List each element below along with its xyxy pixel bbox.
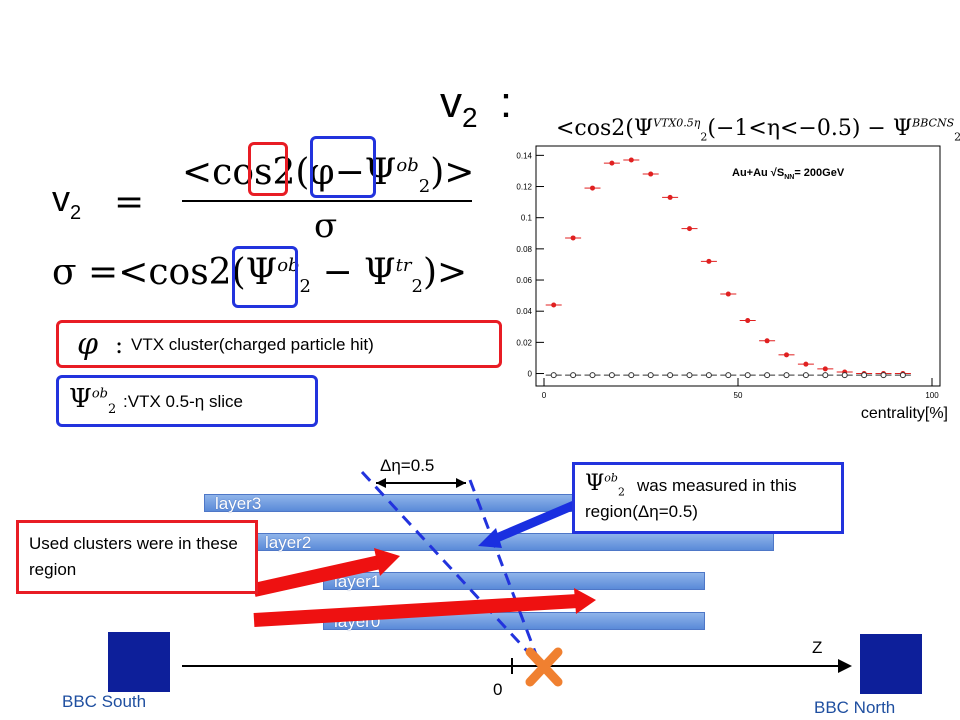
layer1-bar: layer1 [323, 572, 705, 591]
data-point-series-1 [628, 372, 635, 379]
slide-title: v2 : [440, 78, 513, 133]
data-point-series-1 [647, 372, 654, 379]
slice-boundary-left [360, 470, 542, 667]
y-tick-label: 0 [528, 370, 533, 379]
data-point-series-0 [745, 318, 751, 324]
collision-vertex-cross [525, 647, 563, 687]
psi-legend-box: Ψob2 :VTX 0.5-η slice [56, 375, 318, 427]
y-tick-label: 0.1 [521, 214, 533, 223]
data-point-series-1 [550, 372, 557, 379]
psi-highlight-box [310, 136, 376, 198]
data-point-series-0 [784, 352, 789, 358]
data-point-series-1 [686, 372, 693, 379]
y-tick-label: 0.14 [516, 151, 532, 160]
data-point-series-0 [764, 338, 770, 344]
plot-title: <cos2(ΨVTX0.5η2(−1<η<−0.5) − ΨBBCNS2)> [556, 116, 960, 144]
diagram-overlay [182, 470, 852, 687]
y-tick-label: 0.06 [516, 276, 532, 285]
data-point-series-0 [609, 160, 615, 166]
bbc-north-label: BBC North [814, 698, 896, 717]
psi-measured-callout: Ψob2 was measured in this region(Δη=0.5) [572, 462, 844, 534]
data-point-series-0 [628, 157, 634, 163]
plot-frame [535, 145, 941, 387]
x-tick-label: 0 [542, 391, 547, 400]
x-tick-label: 50 [734, 391, 743, 400]
z-axis-label: Z [812, 638, 823, 657]
data-point-series-0 [551, 302, 557, 308]
data-point-series-0 [687, 226, 692, 232]
data-point-series-0 [725, 291, 731, 297]
data-point-series-1 [705, 372, 712, 379]
data-point-series-0 [570, 235, 576, 241]
psi-ob-highlight-box [232, 246, 298, 308]
data-point-series-1 [783, 372, 790, 379]
data-point-series-1 [725, 372, 732, 379]
data-point-series-0 [803, 361, 809, 367]
phi-highlight-box [248, 142, 288, 196]
data-point-series-1 [608, 372, 615, 379]
data-point-series-0 [590, 185, 595, 191]
x-tick-label: 100 [925, 391, 939, 400]
data-point-series-1 [589, 372, 596, 379]
y-tick-label: 0.08 [516, 245, 532, 254]
data-point-series-1 [841, 372, 848, 379]
data-point-series-1 [861, 372, 868, 379]
bbc-north-detector [860, 634, 922, 694]
sigma-equation: σ =<cos2(Ψob2 − Ψtr2)> [52, 246, 472, 312]
v2-equation: v2 = <cos2(φ−Ψob2)> σ [52, 136, 474, 250]
data-point-series-0 [822, 366, 828, 372]
data-point-series-1 [880, 372, 887, 379]
data-point-series-1 [744, 372, 751, 379]
bbc-south-label: BBC South [62, 692, 147, 711]
delta-eta-label: Δη=0.5 [380, 456, 435, 475]
y-tick-label: 0.02 [516, 338, 532, 347]
layer3-bar: layer3 [204, 494, 594, 513]
centrality-chart: 0 0.02 0.04 0.06 0.08 0.1 0.12 0.14 0 50 100 Au+A… [516, 145, 948, 422]
fraction-bar [182, 200, 472, 202]
data-point-series-1 [570, 372, 577, 379]
data-point-series-0 [648, 171, 654, 177]
red-arrow-lower [253, 594, 579, 627]
bbc-south-detector [108, 632, 170, 692]
origin-label: 0 [493, 680, 503, 699]
y-tick-label: 0.04 [516, 307, 532, 316]
phi-legend-box: φ : VTX cluster(charged particle hit) [56, 320, 502, 368]
x-axis-label: centrality[%] [861, 405, 948, 422]
y-tick-label: 0.12 [516, 183, 532, 192]
used-clusters-callout: Used clusters were in these region [16, 520, 258, 594]
data-point-series-1 [764, 372, 771, 379]
data-point-series-0 [706, 258, 712, 264]
data-point-series-1 [822, 372, 829, 379]
data-point-series-1 [899, 372, 906, 379]
red-arrow-upper [252, 555, 382, 597]
data-point-series-1 [802, 372, 809, 379]
chart-annotation: Au+Au √SNN= 200GeV [732, 167, 845, 181]
data-point-series-1 [667, 372, 674, 379]
slice-boundary-right [468, 479, 542, 666]
data-point-series-0 [667, 194, 673, 200]
